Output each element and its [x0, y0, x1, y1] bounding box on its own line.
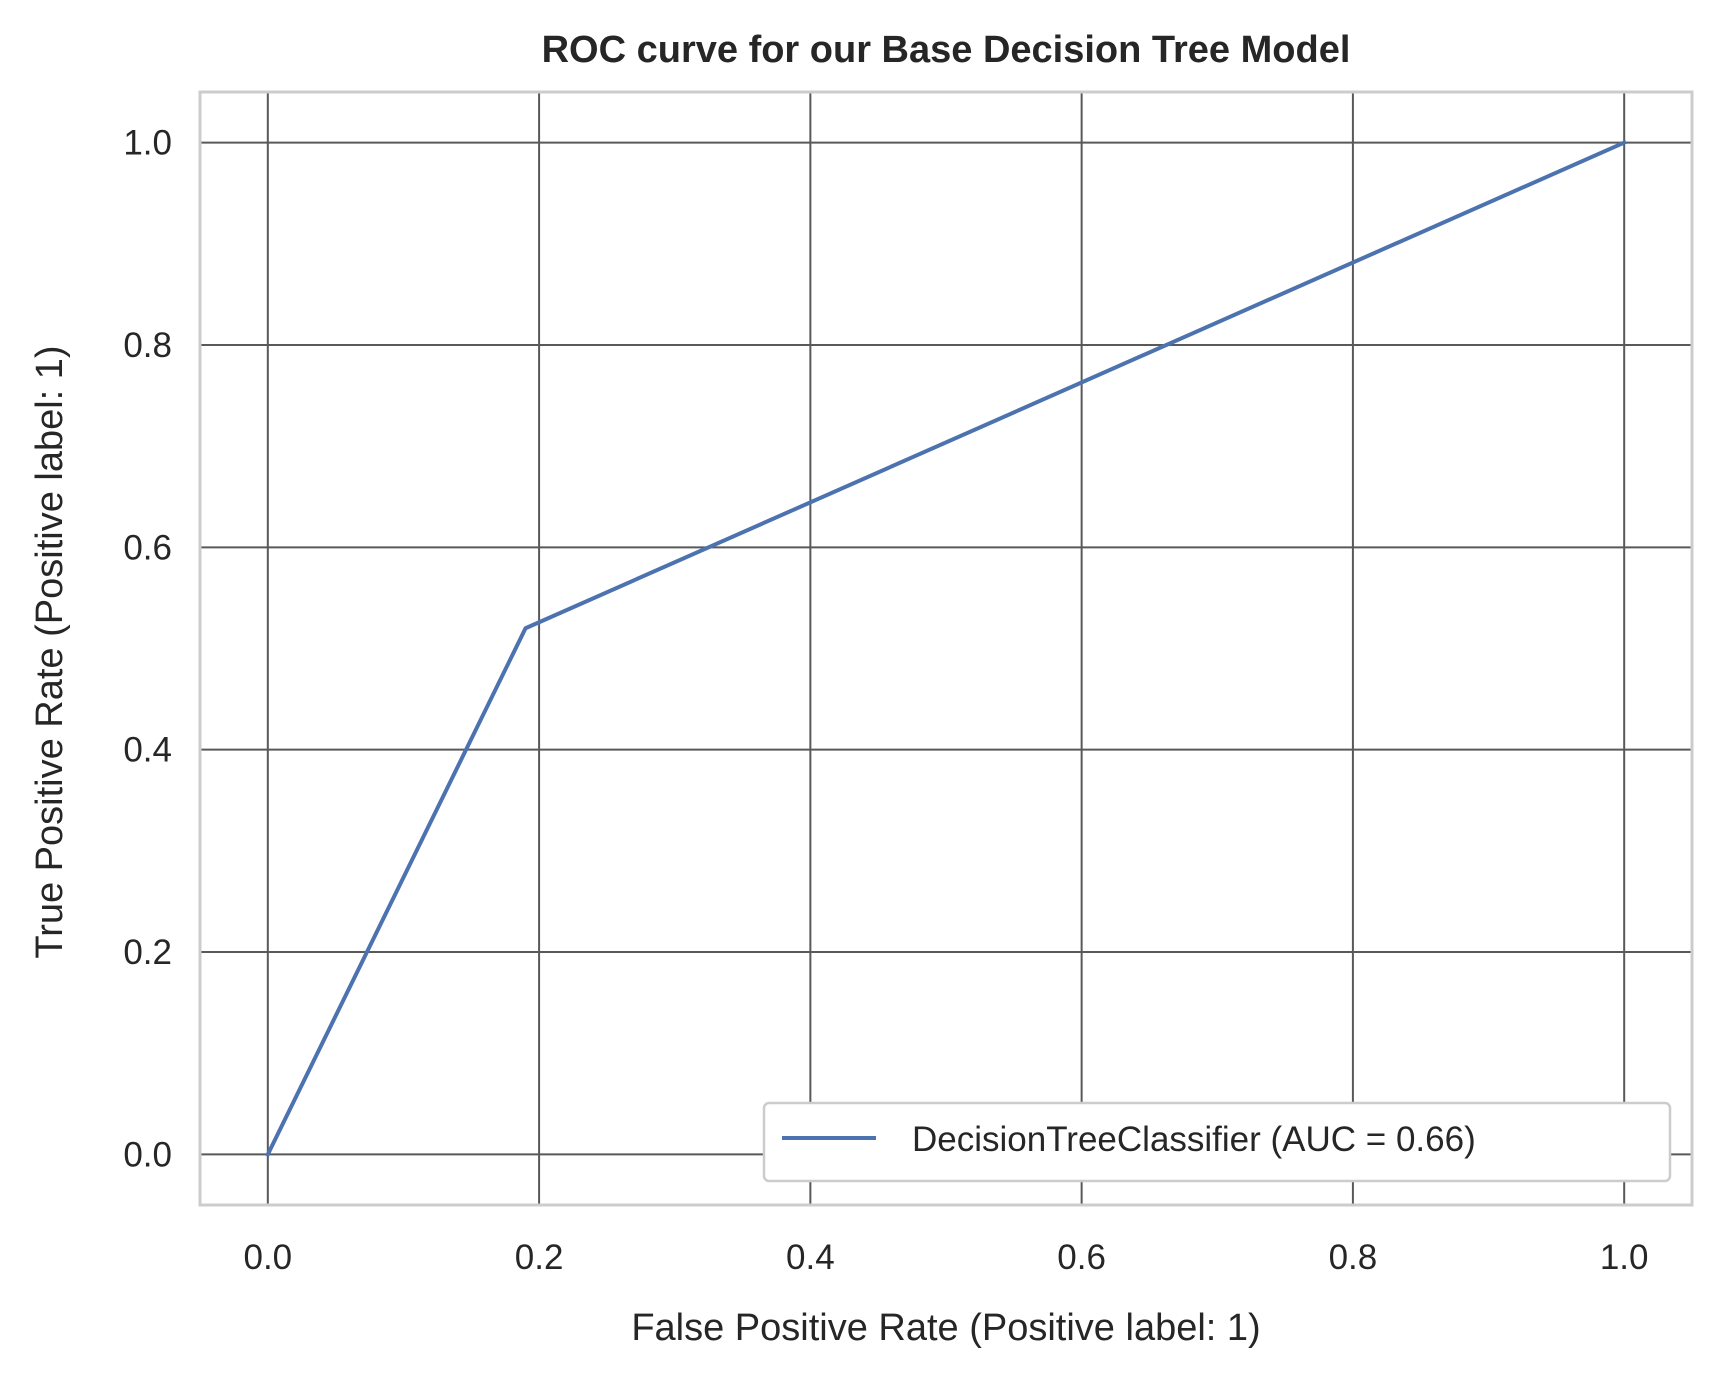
y-axis-label: True Positive Rate (Positive label: 1)	[29, 345, 71, 958]
grid-layer	[200, 92, 1692, 1205]
y-tick-label: 0.6	[123, 528, 172, 567]
chart-title: ROC curve for our Base Decision Tree Mod…	[542, 29, 1351, 71]
x-tick-label: 0.4	[786, 1238, 835, 1277]
roc-curve-line	[265, 139, 1627, 1158]
series-layer	[265, 139, 1627, 1158]
y-tick-label: 0.0	[123, 1135, 172, 1174]
legend-series-label: DecisionTreeClassifier (AUC = 0.66)	[912, 1120, 1476, 1159]
x-tick-label: 0.6	[1057, 1238, 1106, 1277]
plot-frame	[198, 90, 1694, 1207]
x-axis-label: False Positive Rate (Positive label: 1)	[631, 1307, 1260, 1349]
legend: DecisionTreeClassifier (AUC = 0.66)	[762, 1101, 1672, 1183]
x-tick-label: 0.8	[1329, 1238, 1378, 1277]
x-tick-label: 0.2	[515, 1238, 564, 1277]
legend-box	[762, 1101, 1672, 1183]
y-tick-label: 0.4	[123, 731, 172, 770]
x-tick-label: 0.0	[243, 1238, 292, 1277]
tick-labels: 0.0 0.2 0.4 0.6 0.8 1.0 0.0 0.2 0.4 0.6 0.8 1.0	[123, 124, 1648, 1277]
y-tick-label: 1.0	[123, 124, 172, 163]
y-tick-label: 0.8	[123, 326, 172, 365]
x-tick-label: 1.0	[1600, 1238, 1649, 1277]
y-tick-label: 0.2	[123, 933, 172, 972]
